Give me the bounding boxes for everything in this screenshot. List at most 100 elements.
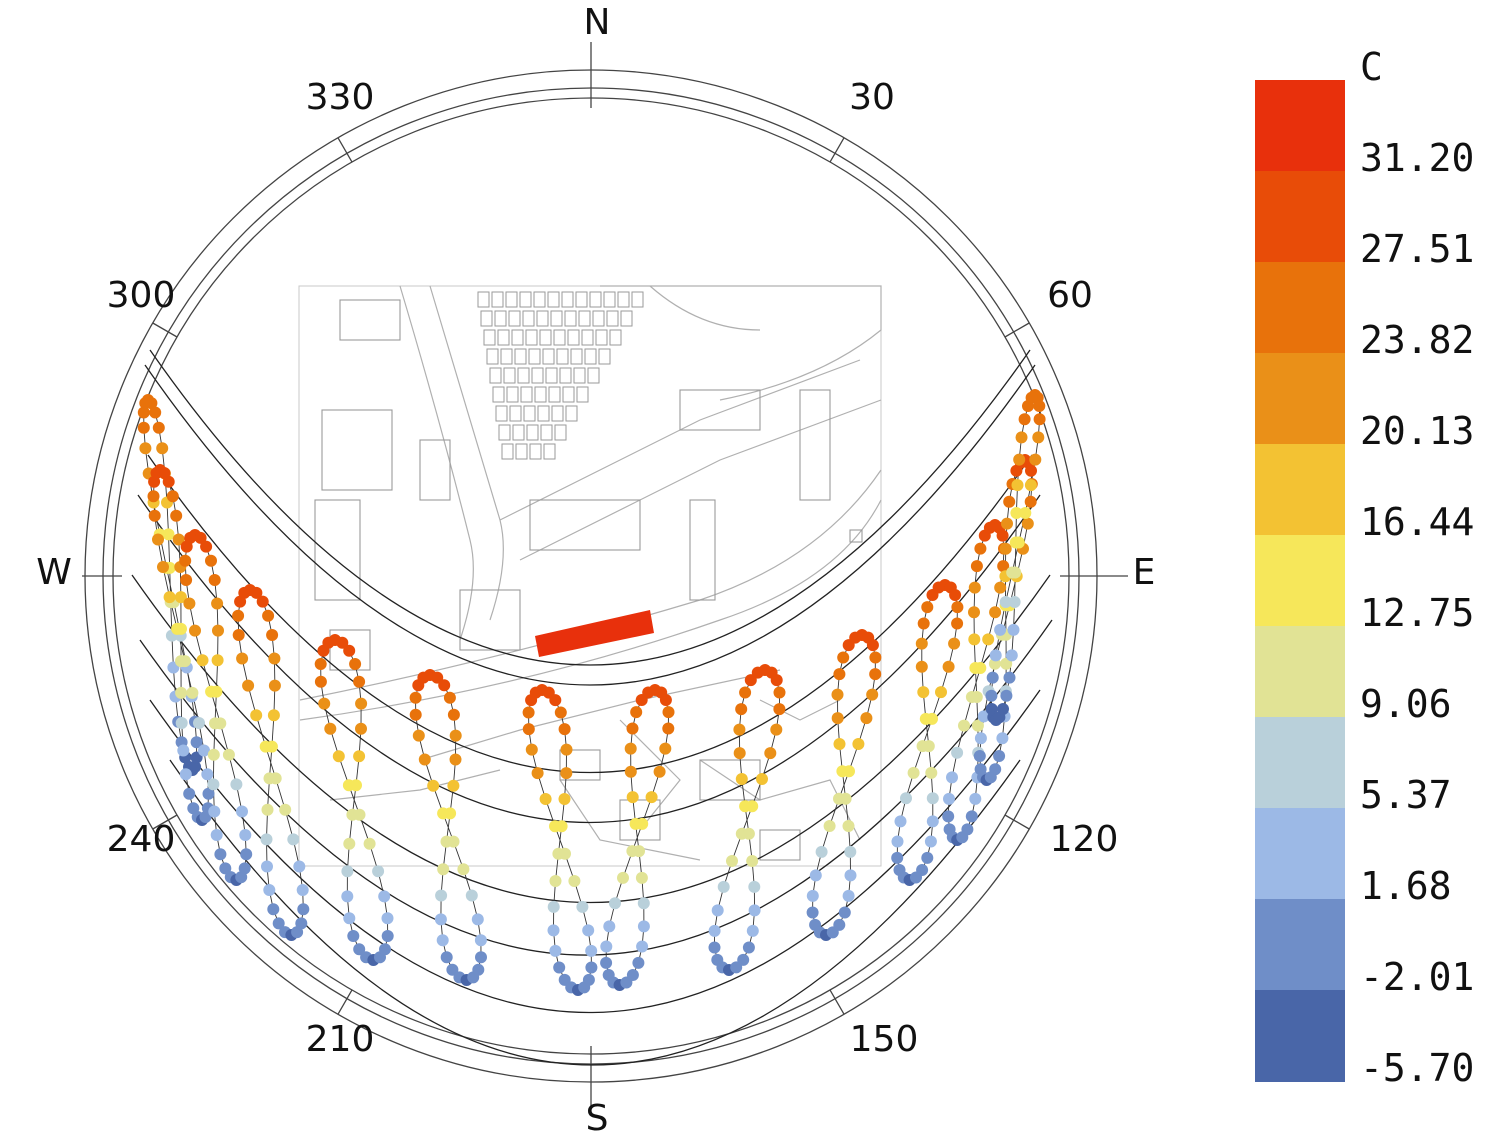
bearing-label-150: 150 xyxy=(850,1019,919,1060)
sun-position-dot xyxy=(961,823,974,836)
bearing-label-330: 330 xyxy=(306,77,375,118)
sun-position-dot xyxy=(1019,507,1032,519)
sun-position-dot xyxy=(582,924,595,937)
sun-position-dot xyxy=(180,574,193,586)
sun-position-dot xyxy=(642,686,655,699)
sun-position-dot xyxy=(997,703,1009,715)
sun-position-dot xyxy=(839,792,852,805)
sun-position-dot xyxy=(214,717,227,730)
sun-position-dot xyxy=(163,591,176,604)
sun-position-dot xyxy=(156,442,169,455)
bearing-tick xyxy=(152,322,178,338)
sun-position-dot xyxy=(849,631,862,644)
sun-position-dot xyxy=(996,732,1009,745)
sun-position-dot xyxy=(157,561,169,573)
sun-position-dot xyxy=(267,903,280,916)
map-block xyxy=(329,629,371,671)
sun-path-arc xyxy=(149,349,1031,666)
sun-position-dot xyxy=(917,686,930,699)
legend-value: 12.75 xyxy=(1360,591,1474,635)
sun-position-dot xyxy=(742,827,755,840)
sun-position-dot xyxy=(837,651,850,664)
sun-position-dot xyxy=(637,897,650,910)
map-line xyxy=(619,719,681,831)
sun-position-dot xyxy=(266,629,279,641)
map-block xyxy=(498,424,511,441)
sun-position-dot xyxy=(1025,464,1037,477)
map-block xyxy=(533,291,546,308)
map-block xyxy=(419,439,451,501)
sun-position-dot xyxy=(806,889,819,902)
bearing-label-240: 240 xyxy=(107,819,176,860)
map-block xyxy=(570,348,583,365)
sun-position-dot xyxy=(202,787,215,800)
sun-position-dot xyxy=(268,652,281,665)
sun-position-dot xyxy=(447,708,460,721)
map-line xyxy=(649,285,761,331)
sun-position-dot xyxy=(935,686,947,699)
sun-position-dot xyxy=(261,860,273,873)
sun-position-dot xyxy=(531,767,544,780)
sun-position-dot xyxy=(342,779,355,792)
sun-position-dot xyxy=(238,862,251,875)
map-block xyxy=(689,499,716,601)
sun-position-dot xyxy=(539,793,552,805)
south-label: S xyxy=(586,1098,609,1137)
sun-position-dot xyxy=(915,660,928,673)
sun-position-dot xyxy=(994,623,1007,636)
map-block xyxy=(620,310,633,327)
legend-value: 9.06 xyxy=(1360,682,1452,726)
map-block xyxy=(520,386,533,403)
sun-position-dot xyxy=(409,708,422,721)
sun-position-dot xyxy=(831,712,844,725)
sun-position-dot xyxy=(178,655,191,668)
sun-position-dot xyxy=(449,753,462,766)
map-block xyxy=(545,367,558,384)
sun-position-dot xyxy=(336,636,349,649)
sun-position-dot xyxy=(222,748,235,761)
map-block xyxy=(477,291,490,308)
sun-position-dot xyxy=(999,542,1012,555)
sun-position-dot xyxy=(894,815,907,828)
sun-position-dot xyxy=(970,691,983,703)
sun-position-dot xyxy=(609,897,621,910)
sun-position-dot xyxy=(381,930,394,942)
sun-position-dot xyxy=(983,521,996,534)
sun-position-dot xyxy=(522,706,535,719)
map-block xyxy=(550,310,563,327)
sun-position-dot xyxy=(986,671,999,684)
map-block xyxy=(573,367,586,384)
sun-position-dot xyxy=(1010,507,1023,519)
map-block xyxy=(509,405,522,422)
sun-position-dot xyxy=(183,787,196,800)
sun-position-dot xyxy=(1001,517,1013,530)
sun-position-dot xyxy=(208,805,221,818)
sun-position-dot xyxy=(443,691,456,704)
sun-position-dot xyxy=(662,722,675,735)
sun-position-dot xyxy=(263,884,276,896)
sun-position-dot xyxy=(989,763,1002,776)
sun-position-dot xyxy=(457,863,470,876)
sun-position-dot xyxy=(262,609,275,622)
sun-position-dot xyxy=(324,722,337,735)
sun-position-dot xyxy=(946,771,958,784)
map-block xyxy=(584,348,597,365)
sun-position-dot xyxy=(353,943,366,956)
sun-position-dot xyxy=(630,706,643,719)
sun-position-dot xyxy=(447,779,460,792)
sun-position-dot xyxy=(210,829,223,841)
sun-position-dot xyxy=(355,697,368,710)
legend-value: -5.70 xyxy=(1360,1046,1474,1090)
map-block xyxy=(505,291,518,308)
sun-position-dot xyxy=(1025,391,1038,404)
map-block xyxy=(539,329,552,346)
sun-position-dot xyxy=(756,773,768,785)
sun-position-dot xyxy=(968,606,980,619)
map-block xyxy=(534,386,547,403)
map-block xyxy=(799,389,831,501)
sun-position-dot xyxy=(150,467,163,479)
sun-position-dot xyxy=(626,969,639,981)
sun-position-dot xyxy=(815,845,828,858)
analemma-loop xyxy=(990,394,1041,721)
sun-position-dot xyxy=(1008,596,1021,608)
